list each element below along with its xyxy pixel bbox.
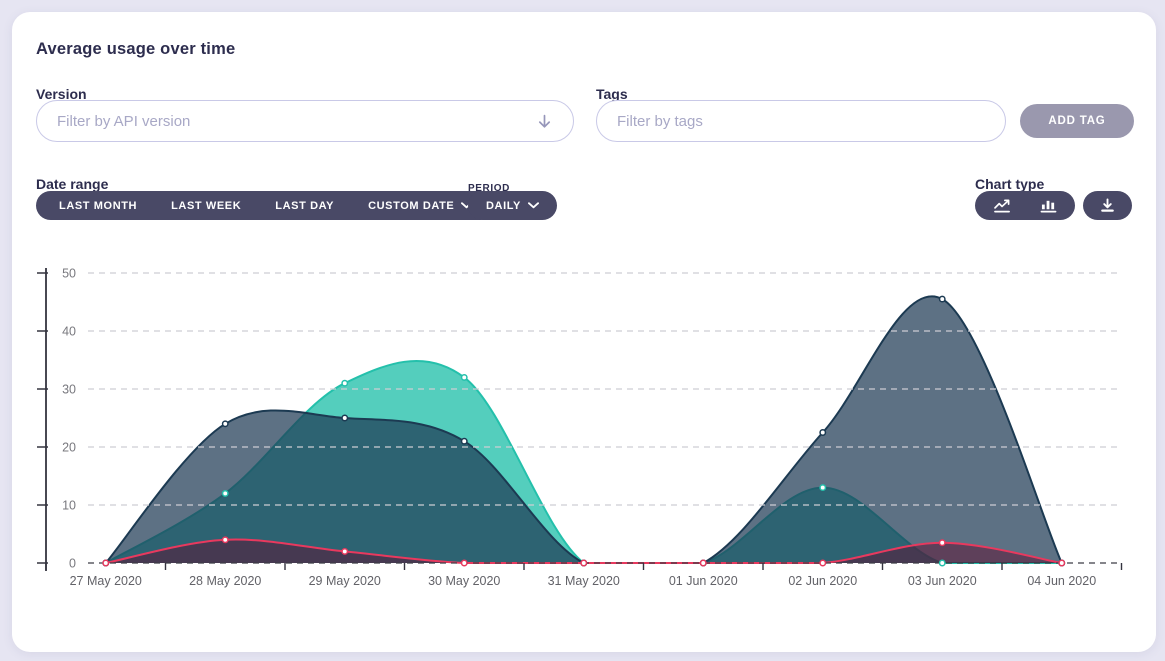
version-label: Version bbox=[36, 86, 87, 102]
navy-series-area bbox=[105, 296, 1062, 563]
svg-text:10: 10 bbox=[62, 499, 76, 513]
svg-text:28 May 2020: 28 May 2020 bbox=[189, 574, 261, 588]
svg-text:40: 40 bbox=[62, 325, 76, 339]
svg-text:02 Jun 2020: 02 Jun 2020 bbox=[788, 574, 857, 588]
tags-input[interactable] bbox=[617, 112, 985, 130]
tags-label: Tags bbox=[596, 86, 628, 102]
version-input-container bbox=[36, 100, 574, 142]
download-button-container bbox=[1083, 191, 1132, 220]
chevron-down-icon bbox=[528, 202, 539, 209]
line-chart-icon bbox=[993, 198, 1012, 213]
red-series-area bbox=[105, 539, 1062, 563]
version-input[interactable] bbox=[57, 112, 536, 130]
usage-chart[interactable]: 0 10 20 30 40 50 27 May 2020 28 May 2020 29 May … bbox=[12, 260, 1145, 600]
svg-text:31 May 2020: 31 May 2020 bbox=[548, 574, 620, 588]
svg-text:04 Jun 2020: 04 Jun 2020 bbox=[1027, 574, 1096, 588]
line-chart-button[interactable] bbox=[979, 191, 1026, 220]
svg-text:30 May 2020: 30 May 2020 bbox=[428, 574, 500, 588]
svg-text:29 May 2020: 29 May 2020 bbox=[309, 574, 381, 588]
add-tag-button[interactable]: ADD TAG bbox=[1020, 104, 1134, 138]
download-icon bbox=[1100, 198, 1115, 213]
svg-text:50: 50 bbox=[62, 267, 76, 281]
svg-text:01 Jun 2020: 01 Jun 2020 bbox=[669, 574, 738, 588]
bar-chart-icon bbox=[1040, 198, 1057, 213]
svg-text:03 Jun 2020: 03 Jun 2020 bbox=[908, 574, 977, 588]
period-label: PERIOD bbox=[468, 183, 510, 194]
page-title: Average usage over time bbox=[36, 40, 236, 58]
download-button[interactable] bbox=[1087, 191, 1128, 220]
svg-text:20: 20 bbox=[62, 441, 76, 455]
chart-type-toggle bbox=[975, 191, 1075, 220]
usage-card: Average usage over time Version Tags ADD… bbox=[12, 12, 1156, 652]
tags-input-container bbox=[596, 100, 1006, 142]
date-range-label: Date range bbox=[36, 176, 109, 192]
date-range-group: LAST MONTH LAST WEEK LAST DAY CUSTOM DAT… bbox=[36, 191, 496, 220]
period-select-container: DAILY bbox=[468, 191, 557, 220]
svg-text:30: 30 bbox=[62, 383, 76, 397]
date-range-option-last-week[interactable]: LAST WEEK bbox=[154, 191, 258, 220]
period-select[interactable]: DAILY bbox=[474, 191, 551, 220]
chart-type-label: Chart type bbox=[975, 176, 1045, 192]
custom-date-label: CUSTOM DATE bbox=[368, 199, 455, 212]
period-value: DAILY bbox=[486, 199, 521, 212]
dropdown-arrow-icon[interactable] bbox=[536, 113, 553, 130]
svg-text:27 May 2020: 27 May 2020 bbox=[70, 574, 142, 588]
date-range-option-last-month[interactable]: LAST MONTH bbox=[42, 191, 154, 220]
bar-chart-button[interactable] bbox=[1026, 191, 1071, 220]
date-range-option-last-day[interactable]: LAST DAY bbox=[258, 191, 351, 220]
svg-text:0: 0 bbox=[69, 557, 76, 571]
